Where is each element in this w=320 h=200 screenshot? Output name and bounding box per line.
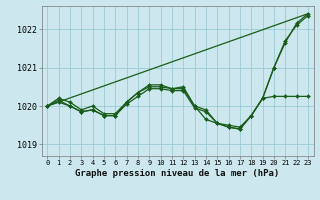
X-axis label: Graphe pression niveau de la mer (hPa): Graphe pression niveau de la mer (hPa) [76, 169, 280, 178]
